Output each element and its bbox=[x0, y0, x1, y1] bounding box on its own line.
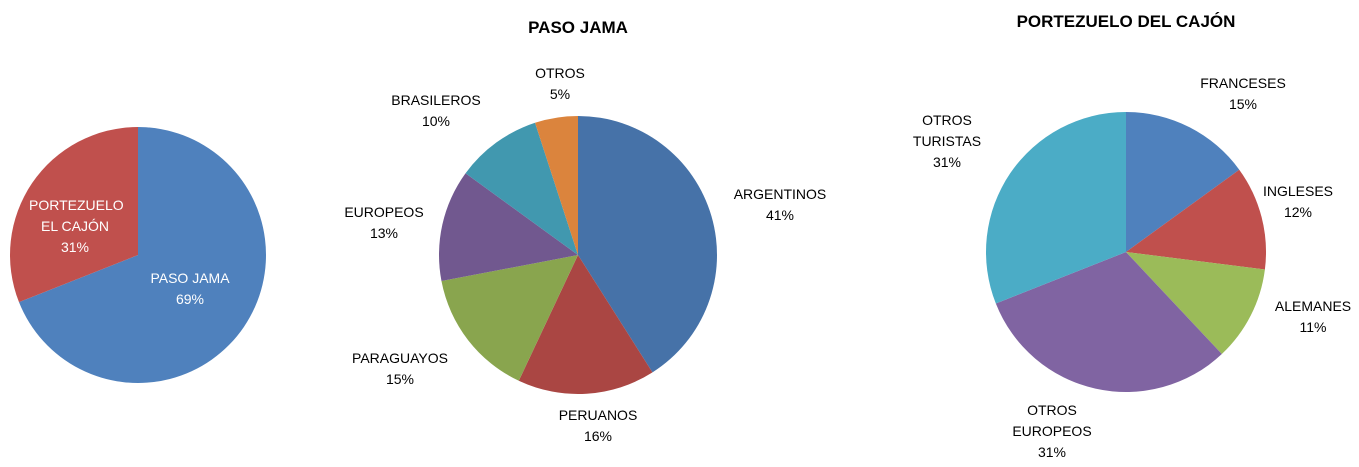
category-label: FRANCESES bbox=[1200, 75, 1286, 91]
chart-title: PASO JAMA bbox=[528, 18, 628, 37]
category-label: PASO JAMA bbox=[150, 270, 230, 286]
pie-slice bbox=[578, 116, 717, 373]
category-label: EUROPEOS bbox=[344, 204, 424, 220]
pie-slice bbox=[18, 127, 266, 383]
value-label: 11% bbox=[1299, 319, 1327, 335]
chart-title: PORTEZUELO DEL CAJÓN bbox=[1016, 12, 1236, 31]
slice-label: PERUANOS 16% bbox=[548, 405, 648, 447]
slice-label: PARAGUAYOS 15% bbox=[345, 348, 455, 390]
category-label: OTROS bbox=[535, 65, 585, 81]
pie-slice bbox=[465, 122, 578, 255]
slice-label: ARGENTINOS 41% bbox=[725, 184, 835, 226]
category-label: ARGENTINOS bbox=[733, 186, 827, 202]
category-label: PARAGUAYOS bbox=[352, 350, 448, 366]
pie-slice bbox=[986, 112, 1126, 304]
slice-label: PORTEZUELO EL CAJÓN 31% bbox=[29, 195, 124, 258]
pie-slice bbox=[439, 173, 578, 282]
value-label: 41% bbox=[765, 207, 795, 223]
category-label: PORTEZUELO EL CAJÓN bbox=[29, 197, 124, 234]
value-label: 15% bbox=[1228, 96, 1258, 112]
category-label: PERUANOS bbox=[558, 407, 638, 423]
slice-label: PASO JAMA 69% bbox=[140, 268, 240, 310]
category-label: OTROS EUROPEOS bbox=[1012, 402, 1092, 439]
category-label: OTROS TURISTAS bbox=[912, 112, 982, 149]
value-label: 31% bbox=[60, 239, 90, 255]
slice-label: EUROPEOS 13% bbox=[334, 202, 434, 244]
value-label: 10% bbox=[421, 113, 451, 129]
slice-label: FRANCESES 15% bbox=[1193, 73, 1293, 115]
slice-label: OTROS EUROPEOS 31% bbox=[1010, 400, 1094, 463]
value-label: 31% bbox=[1037, 444, 1067, 460]
value-label: 13% bbox=[369, 225, 399, 241]
value-label: 15% bbox=[385, 371, 415, 387]
pie-slice bbox=[10, 127, 139, 303]
slice-label: BRASILEROS 10% bbox=[381, 90, 491, 132]
slice-label: ALEMANES 11% bbox=[1263, 296, 1359, 338]
pie-slice bbox=[1126, 252, 1265, 355]
category-label: ALEMANES bbox=[1274, 298, 1352, 314]
pie-slice bbox=[995, 252, 1222, 392]
category-label: INGLESES bbox=[1262, 183, 1334, 199]
slice-label: INGLESES 12% bbox=[1248, 181, 1348, 223]
pie-slice bbox=[535, 116, 578, 255]
value-label: 12% bbox=[1283, 204, 1313, 220]
pie-slice bbox=[441, 255, 578, 381]
value-label: 69% bbox=[175, 291, 205, 307]
value-label: 5% bbox=[549, 86, 571, 102]
slice-label: OTROS 5% bbox=[520, 63, 600, 105]
value-label: 31% bbox=[932, 154, 962, 170]
value-label: 16% bbox=[583, 428, 613, 444]
pie-slice bbox=[518, 255, 653, 394]
pie-slice bbox=[1126, 169, 1267, 270]
slice-label: OTROS TURISTAS 31% bbox=[905, 110, 989, 173]
pie-slice bbox=[1126, 112, 1240, 252]
category-label: BRASILEROS bbox=[391, 92, 481, 108]
